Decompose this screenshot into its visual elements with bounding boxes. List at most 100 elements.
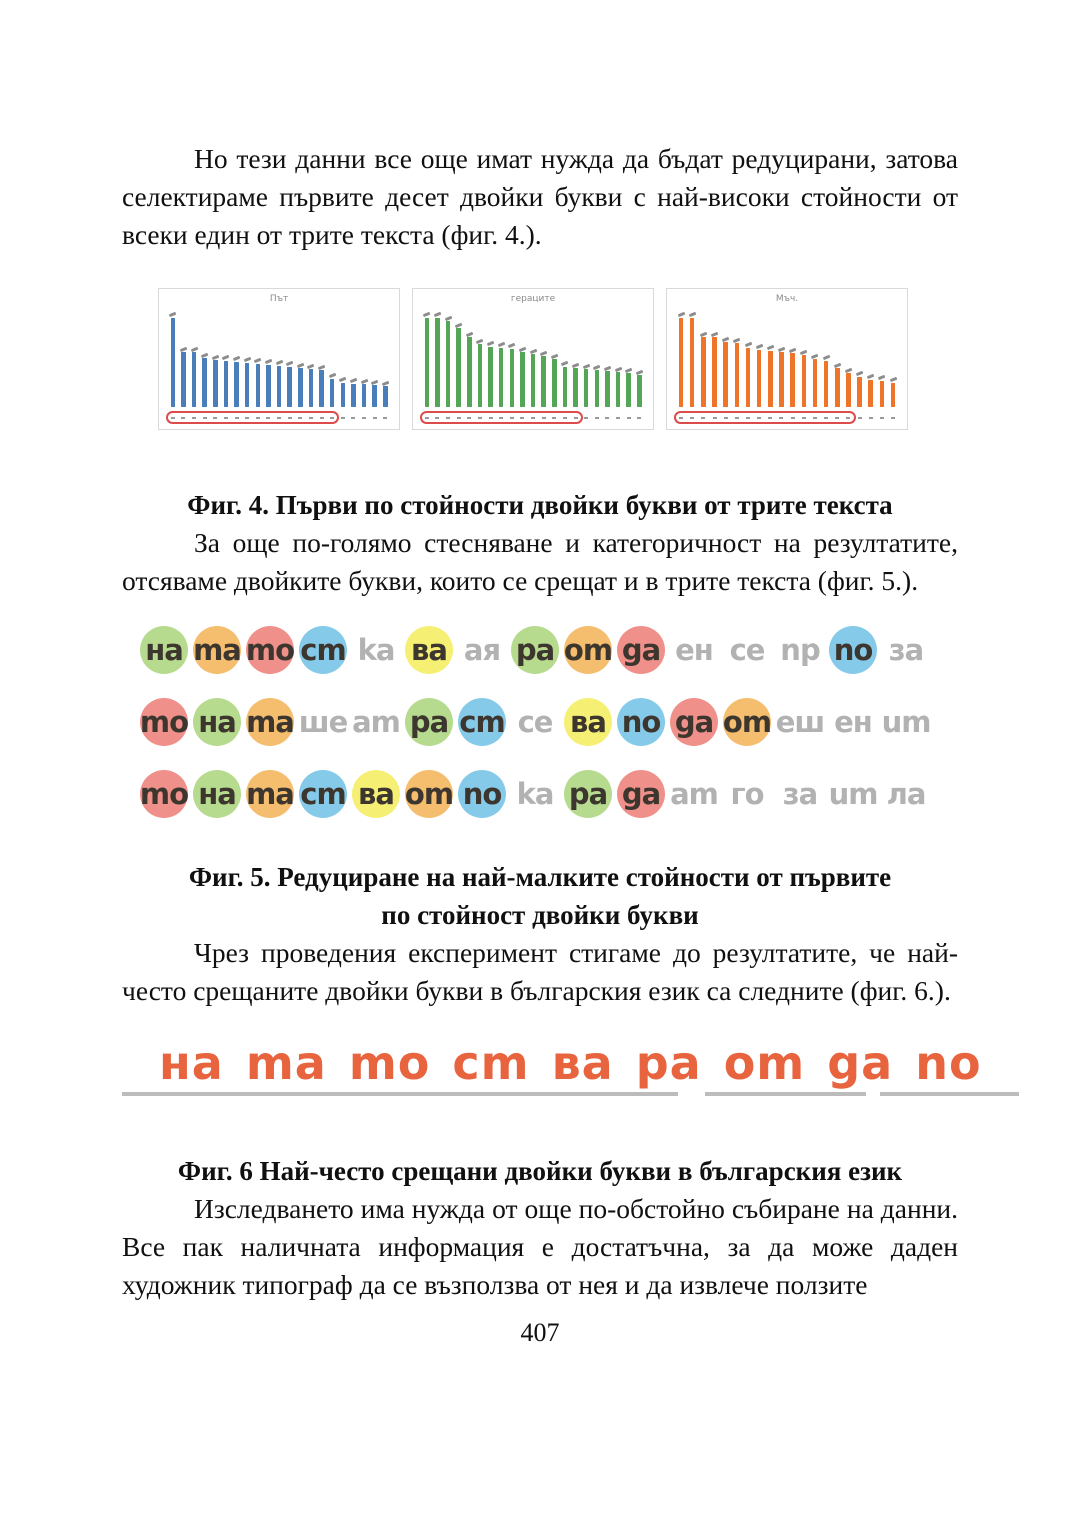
top-pair-по: no <box>915 1036 982 1090</box>
bar-value-label <box>833 362 841 368</box>
x-axis-label <box>222 416 230 419</box>
bar <box>800 313 808 407</box>
bar <box>423 311 431 407</box>
bar <box>328 313 336 407</box>
letter-pair-ва: ва <box>405 626 453 674</box>
paragraph-intro: Но тези данни все още имат нужда да бъда… <box>122 143 958 250</box>
bar-value-label <box>200 352 209 358</box>
chart-title: гераците <box>510 294 556 304</box>
letter-pair-от: om <box>723 698 772 746</box>
x-axis-label <box>593 416 601 419</box>
letter-pair-ра: pa <box>511 626 559 674</box>
bar-value-label <box>571 362 580 368</box>
bar <box>232 313 241 407</box>
bar-value-label <box>360 378 368 384</box>
letter-pair-ат: am <box>352 705 401 739</box>
x-axis-label <box>604 416 612 419</box>
page-content: Но тези данни все още имат нужда да бъда… <box>122 143 1019 1347</box>
bar <box>766 313 775 407</box>
x-axis-label <box>561 416 569 419</box>
chart-title: Мъч. <box>775 294 799 304</box>
bar-value-label <box>766 344 775 350</box>
underline-segment <box>704 1092 867 1096</box>
letter-pair-от: om <box>405 770 454 818</box>
bar <box>822 313 830 407</box>
x-axis-label <box>889 416 897 419</box>
bar-value-label <box>550 353 559 359</box>
bar-value-label <box>275 359 283 365</box>
x-axis-label <box>551 416 559 419</box>
bar-value-label <box>635 369 644 375</box>
letter-pair-ст: cm <box>299 626 347 674</box>
bar-value-label <box>444 315 452 321</box>
bar <box>518 313 527 407</box>
x-axis-label <box>710 416 718 419</box>
x-axis-label <box>360 416 368 419</box>
paragraph-experiment: Чрез проведения експеримент стигаме до р… <box>122 937 958 1006</box>
page-number: 407 <box>520 1318 560 1347</box>
bar-value-label <box>497 342 505 348</box>
letter-pair-ая: ая <box>463 633 501 667</box>
bar-value-label <box>222 355 230 361</box>
x-axis-label <box>297 416 305 419</box>
x-axis-label <box>540 416 548 419</box>
x-axis-label <box>722 416 730 419</box>
letter-pair-ен: ен <box>675 633 714 667</box>
letter-pair-ва: ва <box>564 698 612 746</box>
x-axis-label <box>434 416 442 419</box>
x-axis-label <box>444 416 452 419</box>
x-axis-label <box>233 416 241 419</box>
underline-segment <box>879 1092 1019 1096</box>
x-axis-label <box>307 416 315 419</box>
top-pair-то: mo <box>348 1036 431 1090</box>
bar-value-label <box>800 349 808 355</box>
top-pair-ва: ва <box>551 1036 614 1090</box>
bar <box>710 313 719 407</box>
x-axis-label <box>508 416 516 419</box>
x-axis-label <box>582 416 590 419</box>
bar <box>200 313 209 407</box>
bar-value-label <box>733 337 741 343</box>
bar-value-label <box>788 347 797 353</box>
chart-bars <box>423 311 644 407</box>
x-axis-label <box>822 416 830 419</box>
bar-value-label <box>844 367 853 373</box>
x-axis-label <box>811 416 819 419</box>
bar <box>179 313 188 407</box>
x-axis-label <box>371 416 379 419</box>
bar-value-label <box>561 360 569 366</box>
bar <box>561 313 569 407</box>
bar-value-label <box>529 348 537 354</box>
bar <box>539 313 548 407</box>
letter-pair-ен: ен <box>834 705 873 739</box>
bar-value-label <box>822 355 830 361</box>
bar-value-label <box>328 373 336 379</box>
x-axis-label <box>519 416 527 419</box>
x-axis-label <box>497 416 505 419</box>
x-axis-label <box>339 416 347 419</box>
red-ellipse-annotation <box>166 411 339 424</box>
bar <box>755 313 763 407</box>
top-pair-ст: cm <box>452 1036 530 1090</box>
x-axis-label <box>614 416 622 419</box>
bar <box>211 313 220 407</box>
bar-value-label <box>254 358 262 363</box>
figure-6-wrap: на ma mo cm ва pa om ga no <box>122 1036 1019 1102</box>
x-axis-label <box>755 416 763 419</box>
letter-pair-ат: am <box>670 777 719 811</box>
letter-pair-ра: pa <box>564 770 612 818</box>
bar <box>833 313 841 407</box>
bar <box>497 313 505 407</box>
x-axis-label <box>190 416 198 419</box>
letter-pair-ше: ше <box>298 705 348 739</box>
bar <box>254 313 262 407</box>
bar-value-label <box>243 357 251 363</box>
bar-chart-much: Мъч. <box>666 288 908 430</box>
x-axis-label <box>625 416 633 419</box>
bar-value-label <box>211 354 220 360</box>
x-axis-label <box>766 416 774 419</box>
bar-value-label <box>339 376 347 382</box>
letter-pair-по: no <box>829 626 877 674</box>
bar-value-label <box>486 341 495 347</box>
letter-pair-да: ga <box>617 626 665 674</box>
